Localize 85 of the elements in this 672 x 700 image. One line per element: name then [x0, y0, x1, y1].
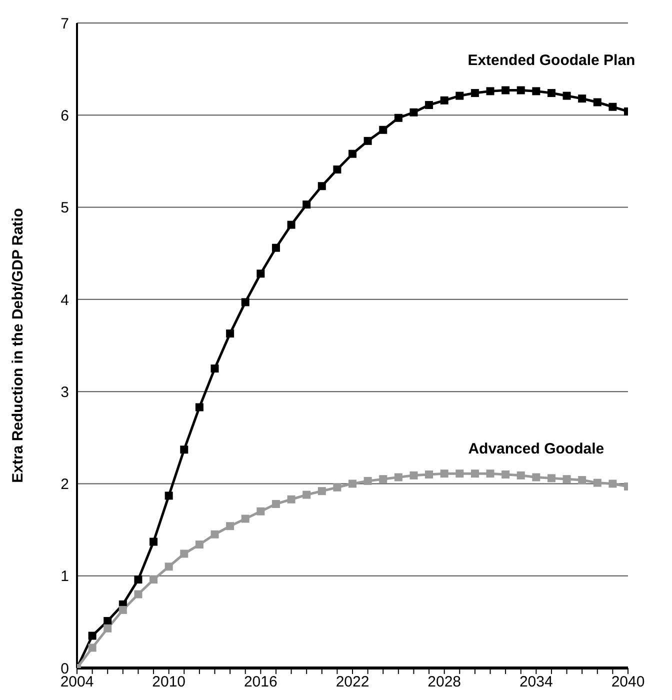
point: [608, 480, 617, 488]
series-label: Advanced Goodale: [468, 440, 604, 458]
point: [318, 487, 326, 496]
point: [562, 92, 571, 100]
point: [256, 270, 265, 278]
point: [456, 470, 464, 478]
y-tick-label: 4: [60, 292, 69, 309]
x-tick-label: 2010: [152, 674, 186, 691]
point: [272, 500, 280, 508]
point: [164, 562, 173, 571]
y-tick-label: 5: [60, 200, 69, 217]
point: [241, 514, 250, 523]
point: [256, 507, 265, 516]
y-tick-label: 2: [60, 476, 69, 494]
y-tick-label: 3: [60, 384, 69, 401]
point: [88, 644, 96, 652]
point: [164, 492, 173, 500]
point: [195, 403, 204, 412]
point: [104, 624, 112, 632]
point: [456, 92, 464, 100]
point: [226, 330, 234, 338]
point: [195, 540, 204, 549]
point: [502, 86, 510, 94]
y-tick-label: 1: [60, 568, 69, 586]
point: [348, 150, 356, 158]
point: [608, 102, 617, 111]
x-tick-label: 2028: [428, 674, 462, 691]
point: [180, 550, 188, 558]
point: [134, 576, 142, 584]
point: [440, 96, 448, 104]
point: [241, 298, 250, 306]
point: [470, 470, 479, 478]
point: [502, 470, 510, 478]
point: [104, 617, 112, 626]
point: [88, 632, 96, 640]
point: [333, 483, 342, 492]
point: [440, 470, 448, 478]
point: [486, 470, 494, 478]
point: [547, 474, 556, 482]
point: [547, 89, 556, 98]
point: [302, 490, 311, 499]
point: [470, 89, 479, 98]
x-tick-label: 2040: [611, 674, 645, 691]
point: [425, 101, 434, 110]
point: [578, 94, 586, 103]
point: [150, 538, 158, 546]
point: [318, 182, 326, 190]
x-tick-label: 2022: [336, 674, 370, 691]
point: [287, 220, 296, 229]
point: [364, 136, 372, 145]
point: [333, 166, 342, 174]
point: [364, 476, 372, 485]
y-tick-label: 6: [60, 107, 69, 124]
point: [516, 86, 525, 94]
point: [379, 475, 388, 484]
point: [486, 87, 494, 96]
point: [210, 364, 219, 373]
point: [532, 473, 540, 482]
point: [394, 473, 402, 482]
point: [532, 87, 540, 96]
point: [593, 478, 602, 487]
point: [379, 126, 388, 134]
point: [593, 98, 602, 106]
point: [272, 244, 280, 252]
point: [348, 480, 356, 488]
x-tick-label: 2016: [244, 674, 278, 691]
y-tick-label: 7: [60, 15, 69, 32]
point: [394, 114, 402, 122]
point: [226, 522, 234, 530]
point: [410, 108, 418, 116]
series-label: Extended Goodale Plan: [468, 52, 636, 70]
point: [578, 476, 586, 484]
point: [210, 530, 219, 538]
point: [150, 576, 158, 584]
point: [410, 471, 418, 480]
point: [180, 446, 188, 454]
point: [287, 495, 296, 504]
point: [134, 590, 142, 598]
point: [425, 470, 434, 478]
y-axis-title: Extra Reduction in the Debt/GDP Ratio: [9, 208, 26, 483]
point: [118, 606, 127, 614]
point: [516, 471, 525, 480]
point: [302, 200, 311, 209]
x-tick-label: 2034: [519, 674, 553, 691]
point: [562, 475, 571, 484]
